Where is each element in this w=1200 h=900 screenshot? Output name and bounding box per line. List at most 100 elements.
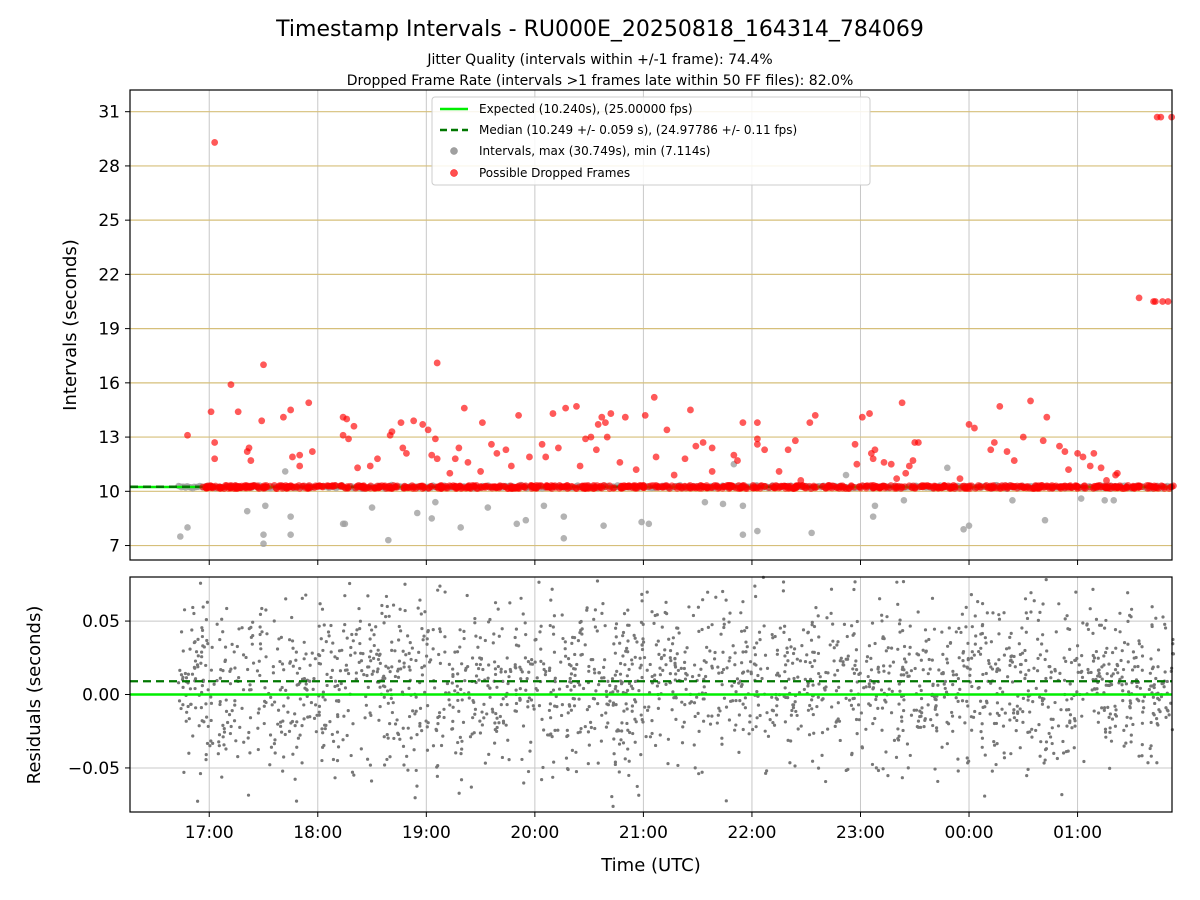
residual-point [642, 655, 647, 660]
residual-point [482, 716, 486, 720]
residual-point [317, 710, 321, 714]
residual-point [876, 706, 880, 710]
residual-point [599, 739, 603, 743]
residual-point [966, 641, 970, 645]
residual-point [387, 614, 391, 618]
residual-point [1140, 645, 1144, 649]
residual-point [366, 685, 370, 689]
residual-point [217, 733, 222, 737]
residual-point [640, 599, 644, 603]
residual-point [376, 657, 381, 662]
residual-point [904, 660, 908, 664]
residual-point [1036, 618, 1040, 622]
residual-point [521, 724, 526, 728]
residual-point [897, 702, 901, 706]
residual-point [246, 736, 250, 740]
residual-point [514, 688, 518, 692]
dropped-frame-point [451, 455, 459, 463]
residual-point [945, 657, 949, 661]
residual-point [423, 610, 427, 614]
dropped-frame-point [477, 468, 484, 475]
residual-point [391, 603, 396, 607]
residual-point [336, 745, 341, 749]
residual-point [182, 608, 187, 612]
dropped-frame-point [446, 469, 454, 477]
dropped-frame-point [658, 482, 666, 490]
residual-point [191, 605, 195, 610]
residual-point [443, 635, 447, 639]
residual-point [262, 704, 266, 708]
dropped-frame-point [753, 419, 761, 427]
residual-point [920, 711, 924, 715]
dropped-frame-point [260, 483, 268, 491]
residual-point [1038, 754, 1042, 758]
residual-point [1164, 706, 1168, 710]
residual-point [232, 650, 236, 654]
residual-point [632, 633, 636, 638]
residual-point [786, 738, 790, 742]
residual-point [576, 731, 580, 735]
residual-point [321, 695, 325, 699]
residual-point [977, 685, 981, 690]
residual-point [409, 657, 413, 662]
residual-point [842, 622, 847, 626]
dropped-frame-point [277, 482, 285, 489]
residual-point [576, 639, 581, 643]
residual-point [328, 720, 332, 724]
residual-point [1141, 710, 1145, 714]
residual-point [1021, 696, 1025, 700]
residual-point [531, 704, 535, 708]
legend-expected-label: Expected (10.240s), (25.00000 fps) [479, 102, 693, 116]
residual-point [230, 642, 234, 646]
residual-point [593, 726, 597, 731]
residual-point [902, 644, 907, 649]
residual-point [260, 630, 264, 634]
residual-point [1113, 704, 1117, 708]
residual-point [1029, 591, 1033, 595]
residual-point [811, 712, 815, 717]
residual-point [787, 677, 791, 681]
residual-point [218, 676, 222, 680]
residual-point [763, 729, 767, 733]
residual-point [457, 791, 461, 795]
residual-point [190, 672, 195, 676]
residual-point [1121, 699, 1125, 703]
residual-point [828, 643, 832, 647]
residual-point [568, 704, 572, 708]
dropped-frame-point [227, 484, 234, 492]
residual-point [615, 669, 619, 673]
residual-point [518, 696, 522, 700]
residual-point [200, 683, 204, 688]
residual-point [754, 725, 758, 729]
residual-point [264, 608, 268, 612]
residual-point [1163, 622, 1167, 626]
residual-point [614, 626, 618, 630]
residual-point [1150, 605, 1154, 609]
residual-point [459, 778, 464, 782]
dropped-frame-point [562, 404, 570, 412]
residual-point [542, 662, 546, 666]
residual-point [451, 719, 455, 723]
residual-point [451, 727, 455, 731]
dropped-frame-point [345, 435, 352, 443]
residual-point [193, 686, 197, 691]
residual-point [424, 719, 428, 723]
residual-point [647, 705, 651, 709]
residual-point [741, 727, 745, 732]
residual-point [204, 753, 208, 757]
residual-point [1114, 708, 1118, 712]
residual-point [626, 728, 630, 732]
residual-point [666, 762, 670, 766]
residual-point [295, 671, 300, 675]
top-y-tick-label: 13 [98, 428, 120, 448]
residual-point [966, 761, 970, 765]
residual-point [1037, 723, 1041, 727]
residual-point [734, 723, 738, 727]
residual-point [339, 681, 343, 686]
residual-point [970, 650, 974, 654]
residual-point [1104, 683, 1108, 687]
residual-point [687, 605, 691, 609]
interval-point [960, 525, 967, 533]
dropped-frame-point [460, 404, 468, 412]
residual-point [704, 660, 708, 664]
